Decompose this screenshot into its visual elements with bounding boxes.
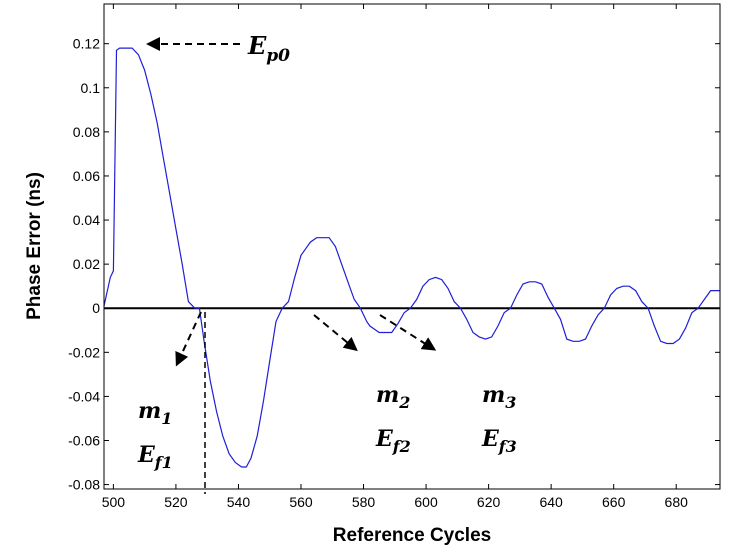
x-tick-label: 540: [227, 494, 251, 510]
y-tick-label: 0.02: [73, 256, 100, 272]
y-tick-label: 0.06: [73, 168, 100, 184]
x-tick-label: 680: [665, 494, 689, 510]
annotation-arrow: [313, 314, 358, 352]
y-tick-label: -0.06: [68, 433, 100, 449]
annotation-labels: Ep0 m1 Ef1 m2 Ef2 m3 Ef3: [137, 31, 517, 472]
annotation-m1: m1: [138, 398, 172, 428]
x-tick-label: 560: [289, 494, 313, 510]
annotation-arrow: [175, 311, 202, 367]
axis-ticks: [104, 4, 720, 489]
plot-frame: [103, 3, 721, 490]
y-tick-label: -0.04: [68, 388, 100, 404]
annotation-ef1: Ef1: [137, 442, 173, 472]
y-tick-label: -0.02: [68, 344, 100, 360]
y-tick-label: 0.12: [73, 36, 100, 52]
y-tick-label: 0.08: [73, 124, 100, 140]
y-tick-label: 0.1: [81, 80, 101, 96]
x-tick-label: 580: [352, 494, 376, 510]
annotation-arrow: [379, 314, 437, 351]
x-tick-label: 620: [477, 494, 501, 510]
axis-tick-labels: 500 520 540 560 580 600 620 640 660 680 0.12 0.1 0.0…: [68, 36, 688, 510]
y-tick-label: 0: [92, 300, 100, 316]
y-axis-label: Phase Error (ns): [24, 172, 45, 320]
annotation-ef3: Ef3: [481, 426, 517, 456]
annotation-m3: m3: [482, 382, 516, 412]
annotation-arrows: [146, 37, 437, 494]
plot-area: [104, 4, 720, 489]
x-tick-label: 520: [164, 494, 188, 510]
annotation-m2: m2: [376, 382, 410, 412]
annotation-ef2: Ef2: [375, 426, 411, 456]
x-tick-label: 600: [414, 494, 438, 510]
y-tick-label: 0.04: [73, 212, 100, 228]
x-tick-label: 500: [102, 494, 126, 510]
annotation-ep0: Ep0: [247, 31, 290, 66]
x-tick-label: 660: [602, 494, 626, 510]
x-tick-label: 640: [539, 494, 563, 510]
y-tick-label: -0.08: [68, 477, 100, 493]
x-axis-label: Reference Cycles: [333, 525, 491, 546]
